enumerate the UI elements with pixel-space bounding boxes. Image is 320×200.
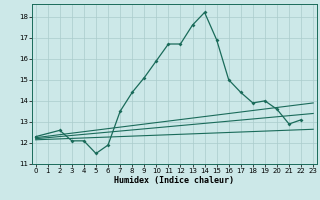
X-axis label: Humidex (Indice chaleur): Humidex (Indice chaleur)	[115, 176, 234, 185]
